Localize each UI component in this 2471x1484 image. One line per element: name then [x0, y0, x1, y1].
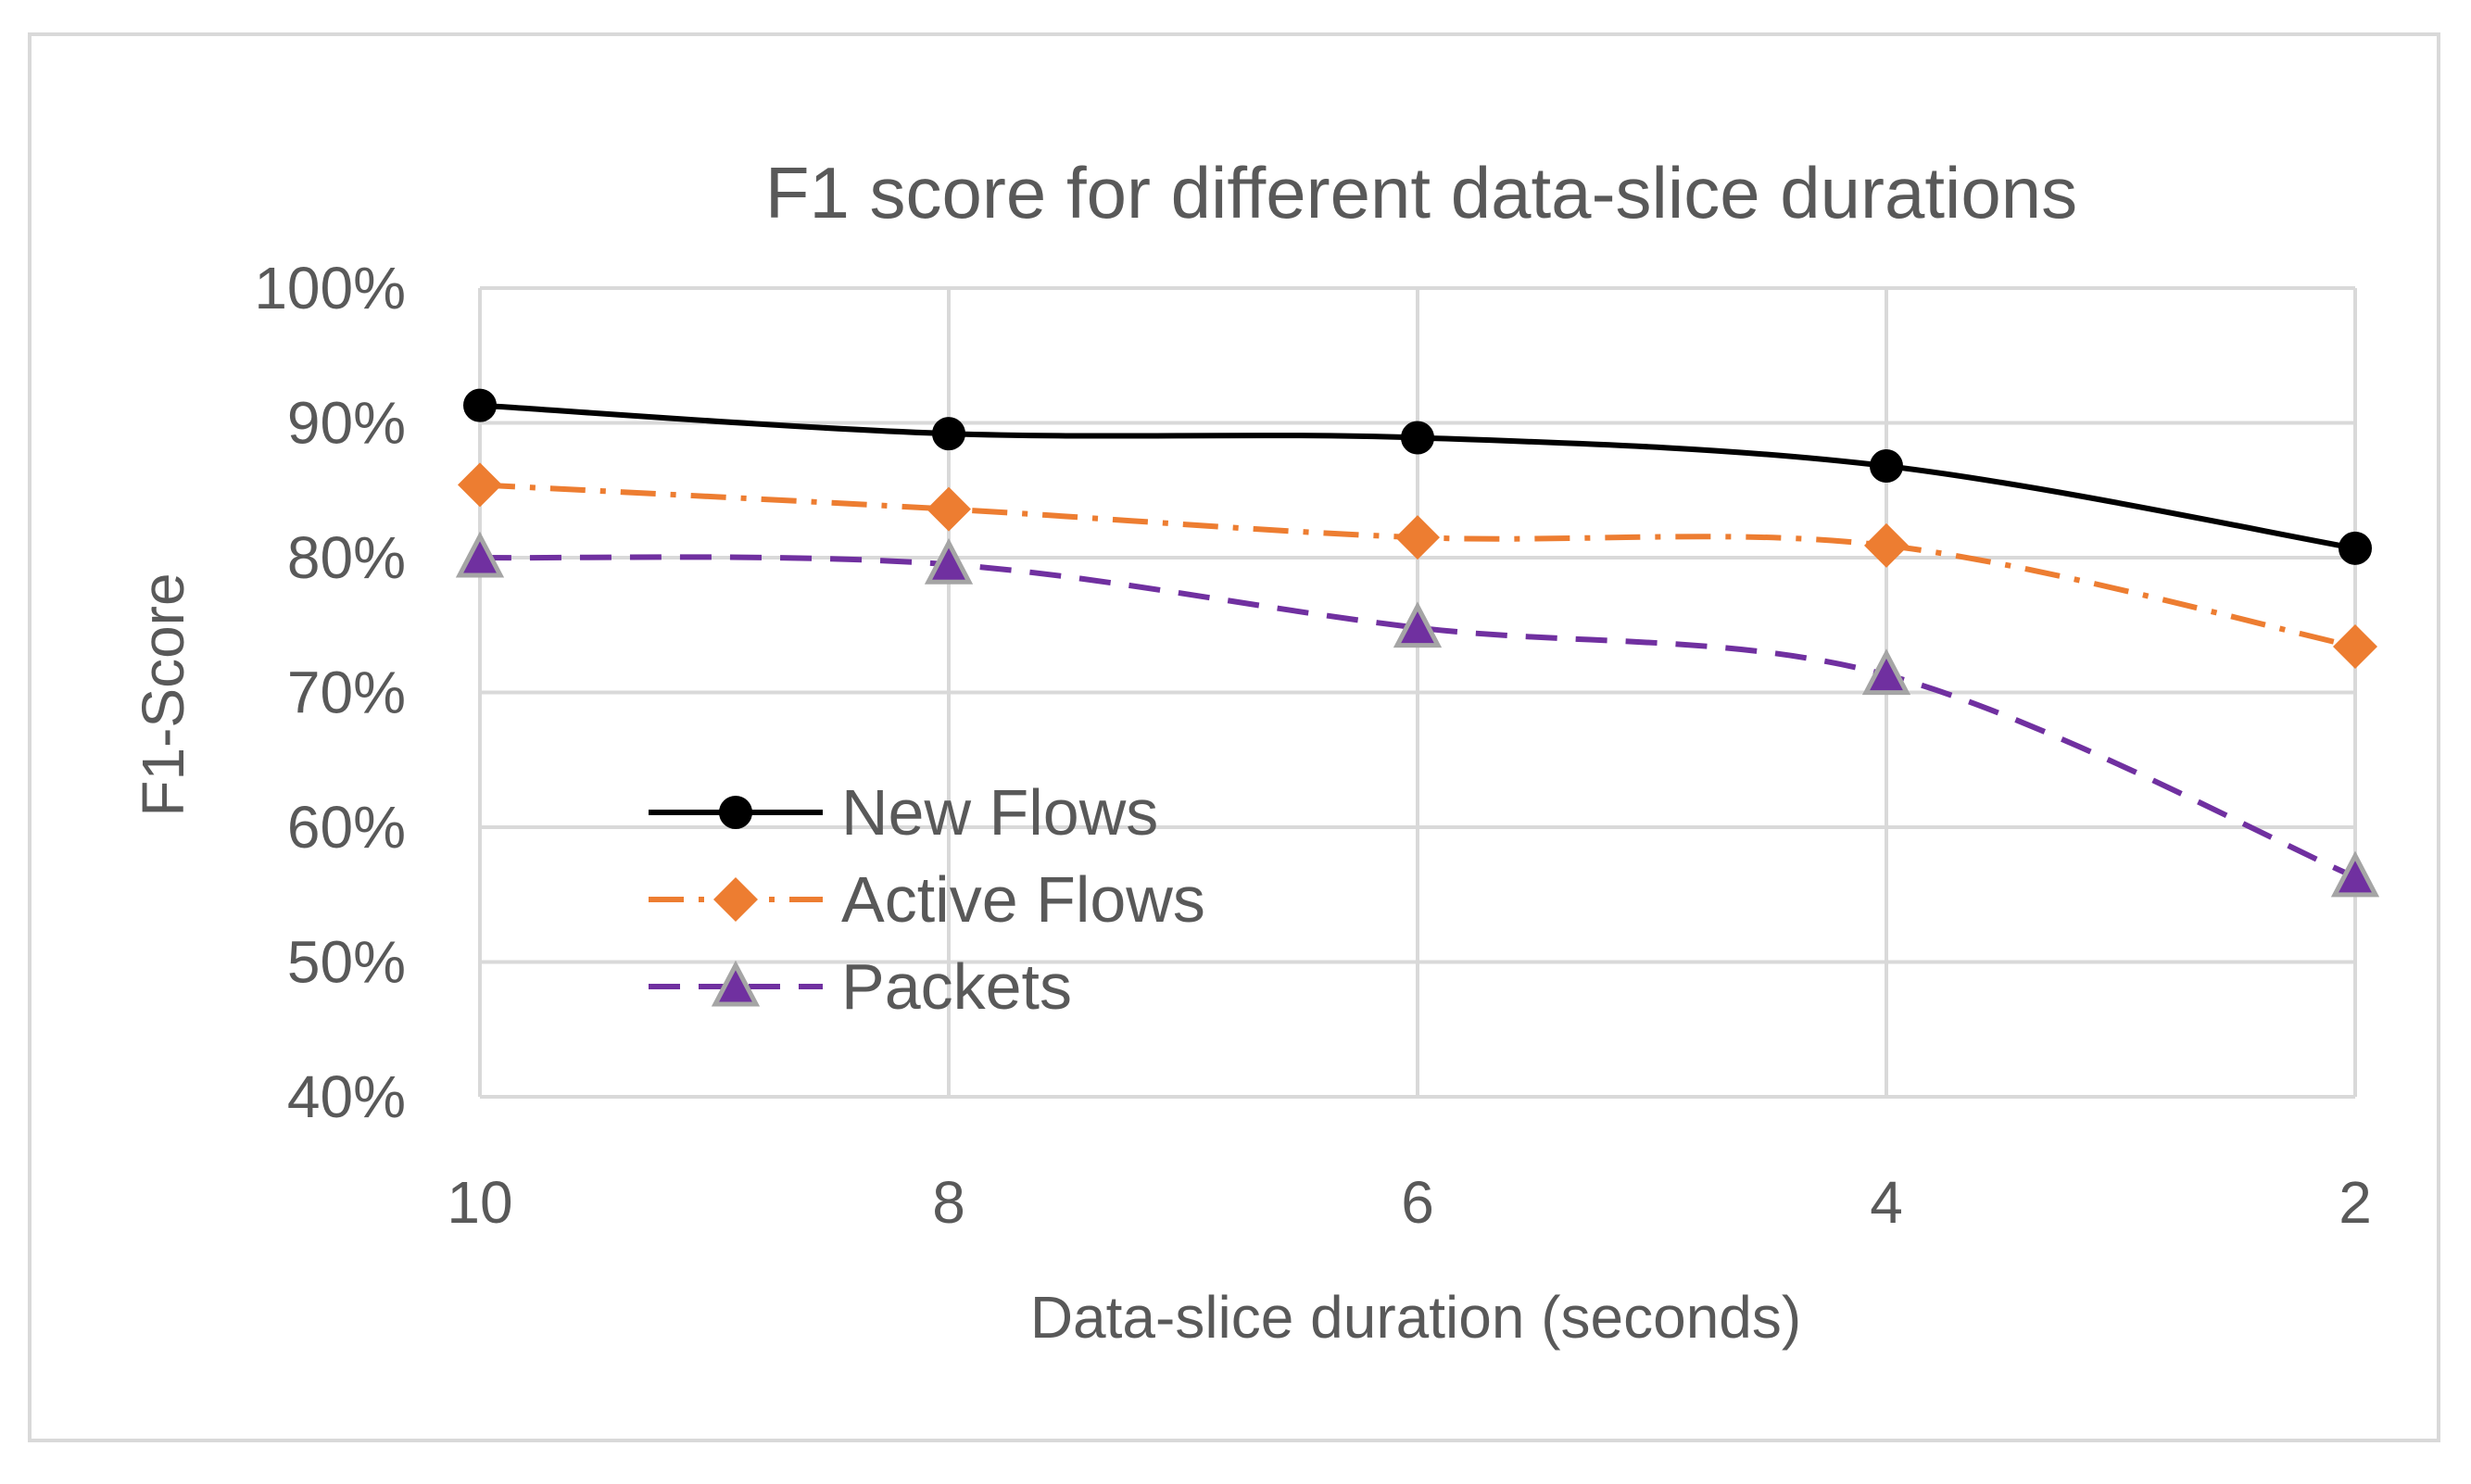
x-tick-label: 2 — [2339, 1169, 2372, 1236]
data-point-packets — [1861, 648, 1911, 696]
data-point-new-flows — [2339, 531, 2372, 565]
data-point-active-flows — [1395, 515, 1440, 560]
legend-label-packets: Packets — [841, 950, 1072, 1023]
data-point-packets — [924, 537, 974, 585]
y-tick-label: 70% — [287, 660, 406, 726]
legend-marker-new-flows — [719, 796, 752, 829]
legend: New Flows Active Flows Packets — [649, 776, 1205, 1023]
y-axis-title: F1-Score — [130, 572, 196, 816]
x-axis-tick-labels: 10 8 6 4 2 — [447, 1169, 2371, 1236]
data-point-new-flows — [463, 388, 497, 422]
series-line-packets — [479, 554, 2357, 880]
data-point-new-flows — [1870, 449, 1903, 484]
y-tick-label: 90% — [287, 390, 406, 457]
legend-item-new-flows: New Flows — [649, 776, 1158, 849]
y-tick-label: 60% — [287, 794, 406, 861]
legend-label-new-flows: New Flows — [841, 776, 1158, 849]
gridlines — [478, 286, 2357, 1099]
y-tick-label: 100% — [254, 255, 406, 321]
data-point-new-flows — [932, 417, 965, 451]
x-tick-label: 8 — [932, 1169, 965, 1236]
x-tick-label: 4 — [1870, 1169, 1903, 1236]
data-point-active-flows — [458, 462, 502, 508]
legend-label-active-flows: Active Flows — [841, 863, 1205, 936]
data-point-packets — [455, 531, 505, 578]
data-point-packets — [1393, 601, 1443, 648]
data-point-active-flows — [2333, 624, 2377, 670]
x-axis-title: Data-slice duration (seconds) — [1030, 1284, 1801, 1351]
chart-frame — [28, 32, 2440, 1442]
legend-item-active-flows: Active Flows — [649, 863, 1205, 936]
chart-title: F1 score for different data-slice durati… — [765, 152, 2077, 233]
data-point-packets — [2330, 850, 2380, 898]
series-active-flows — [458, 462, 2377, 670]
legend-item-packets: Packets — [649, 950, 1072, 1023]
y-tick-label: 50% — [287, 929, 406, 996]
y-tick-label: 40% — [287, 1063, 406, 1130]
legend-marker-packets — [711, 960, 761, 1007]
series-layer — [455, 388, 2380, 898]
y-axis-tick-labels: 40% 50% 60% 70% 80% 90% 100% — [254, 255, 406, 1130]
legend-marker-active-flows — [713, 877, 758, 922]
x-tick-label: 6 — [1401, 1169, 1434, 1236]
x-tick-label: 10 — [447, 1169, 512, 1236]
data-point-active-flows — [927, 486, 971, 532]
data-point-new-flows — [1401, 421, 1434, 455]
series-packets — [455, 531, 2380, 898]
y-tick-label: 80% — [287, 524, 406, 591]
data-point-active-flows — [1864, 522, 1909, 568]
series-new-flows — [463, 388, 2372, 565]
